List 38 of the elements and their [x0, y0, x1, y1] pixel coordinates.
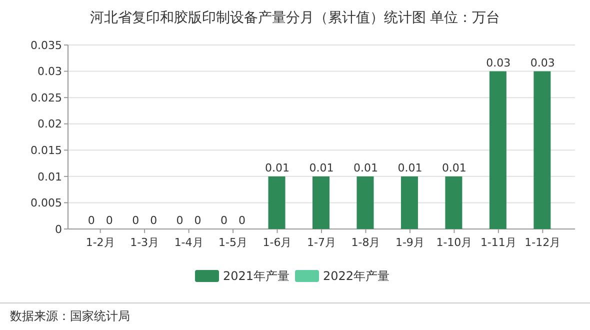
legend-label: 2022年产量 — [323, 269, 390, 284]
data-label: 0 — [88, 214, 95, 227]
y-tick-label: 0.02 — [38, 118, 62, 131]
data-label: 0.01 — [309, 161, 334, 174]
y-tick-label: 0.01 — [38, 170, 62, 184]
data-label: 0 — [238, 214, 246, 227]
data-label: 0 — [150, 214, 158, 227]
y-tick-label: 0.035 — [30, 38, 62, 52]
source-note: 数据来源：国家统计局 — [10, 309, 130, 323]
data-label: 0.01 — [353, 161, 378, 174]
x-tick-label: 1-5月 — [218, 236, 248, 249]
x-tick-label: 1-8月 — [351, 236, 380, 249]
x-tick-label: 1-6月 — [262, 236, 292, 249]
data-label: 0 — [194, 214, 202, 227]
data-label: 0 — [176, 214, 184, 227]
y-tick-label: 0 — [55, 222, 62, 236]
x-tick-label: 1-12月 — [524, 236, 561, 249]
x-tick-label: 1-10月 — [436, 236, 472, 249]
x-tick-label: 1-9月 — [395, 236, 424, 249]
y-tick-label: 0.03 — [38, 65, 62, 78]
data-label: 0 — [132, 214, 140, 227]
chart-title: 河北省复印和胶版印制设备产量分月（累计值）统计图 单位：万台 — [90, 10, 500, 26]
legend-label: 2021年产量 — [223, 269, 290, 284]
x-tick-label: 1-7月 — [307, 236, 336, 249]
data-label: 0.01 — [265, 161, 290, 174]
y-tick-label: 0.005 — [30, 196, 62, 210]
y-tick-label: 0.015 — [30, 144, 62, 157]
data-label: 0.01 — [398, 161, 422, 174]
x-tick-label: 1-4月 — [174, 236, 204, 249]
x-tick-label: 1-3月 — [130, 236, 160, 249]
y-tick-label: 0.025 — [30, 91, 62, 104]
x-tick-label: 1-11月 — [480, 236, 516, 249]
data-label: 0.01 — [442, 161, 466, 174]
data-label: 0 — [220, 214, 228, 227]
data-label: 0.03 — [486, 56, 511, 70]
data-label: 0.03 — [530, 56, 555, 70]
data-label: 0 — [106, 214, 113, 227]
x-tick-label: 1-2月 — [86, 236, 115, 249]
